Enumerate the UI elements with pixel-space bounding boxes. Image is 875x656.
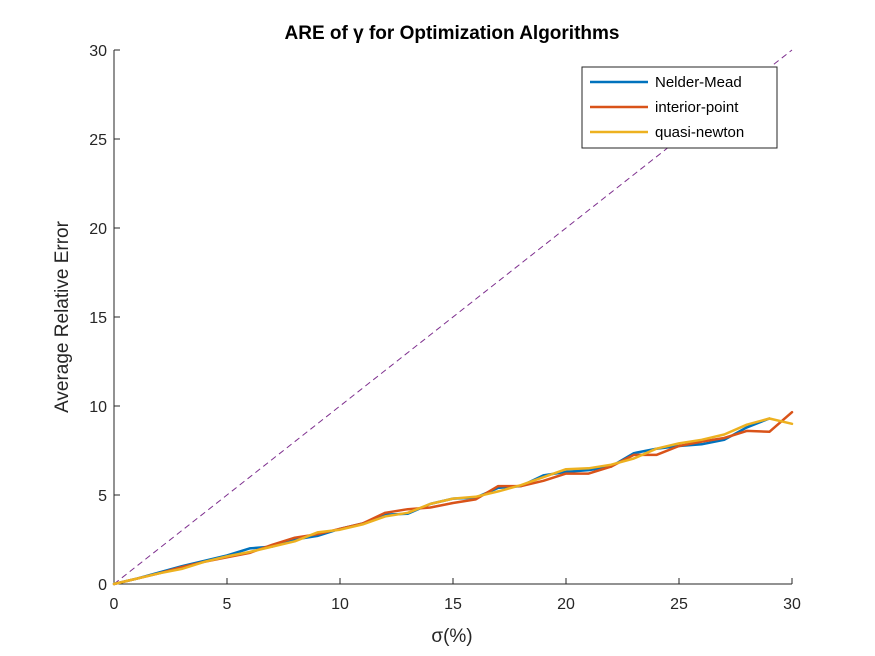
x-axis-label: σ(%) (431, 626, 472, 647)
y-tick-label: 25 (89, 132, 107, 149)
legend: Nelder-Mead interior-point quasi-newton (581, 66, 778, 149)
x-tick-label: 20 (557, 596, 575, 613)
legend-label-interior-point: interior-point (655, 99, 739, 116)
y-tick-label: 20 (89, 221, 107, 238)
x-tick-label: 25 (670, 596, 688, 613)
axes: 0 5 10 15 20 25 30 0 5 10 15 20 25 30 (89, 43, 801, 613)
reference-line-group (113, 49, 793, 585)
y-tick-label: 5 (98, 488, 107, 505)
y-tick-label: 10 (89, 399, 107, 416)
x-tick-label: 10 (331, 596, 349, 613)
x-tick-label: 5 (223, 596, 232, 613)
x-tick-label: 0 (110, 596, 119, 613)
series-line-quasi-newton (112, 417, 794, 586)
series-group (112, 410, 794, 586)
y-tick-label: 15 (89, 310, 107, 327)
x-tick-label: 15 (444, 596, 462, 613)
legend-label-quasi-newton: quasi-newton (655, 124, 744, 141)
chart-title: ARE of γ for Optimization Algorithms (285, 23, 620, 44)
reference-line (113, 49, 793, 585)
legend-label-nelder-mead: Nelder-Mead (655, 74, 742, 91)
y-tick-label: 30 (89, 43, 107, 60)
y-tick-label: 0 (98, 577, 107, 594)
x-tick-label: 30 (783, 596, 801, 613)
y-axis-label: Average Relative Error (52, 220, 73, 413)
